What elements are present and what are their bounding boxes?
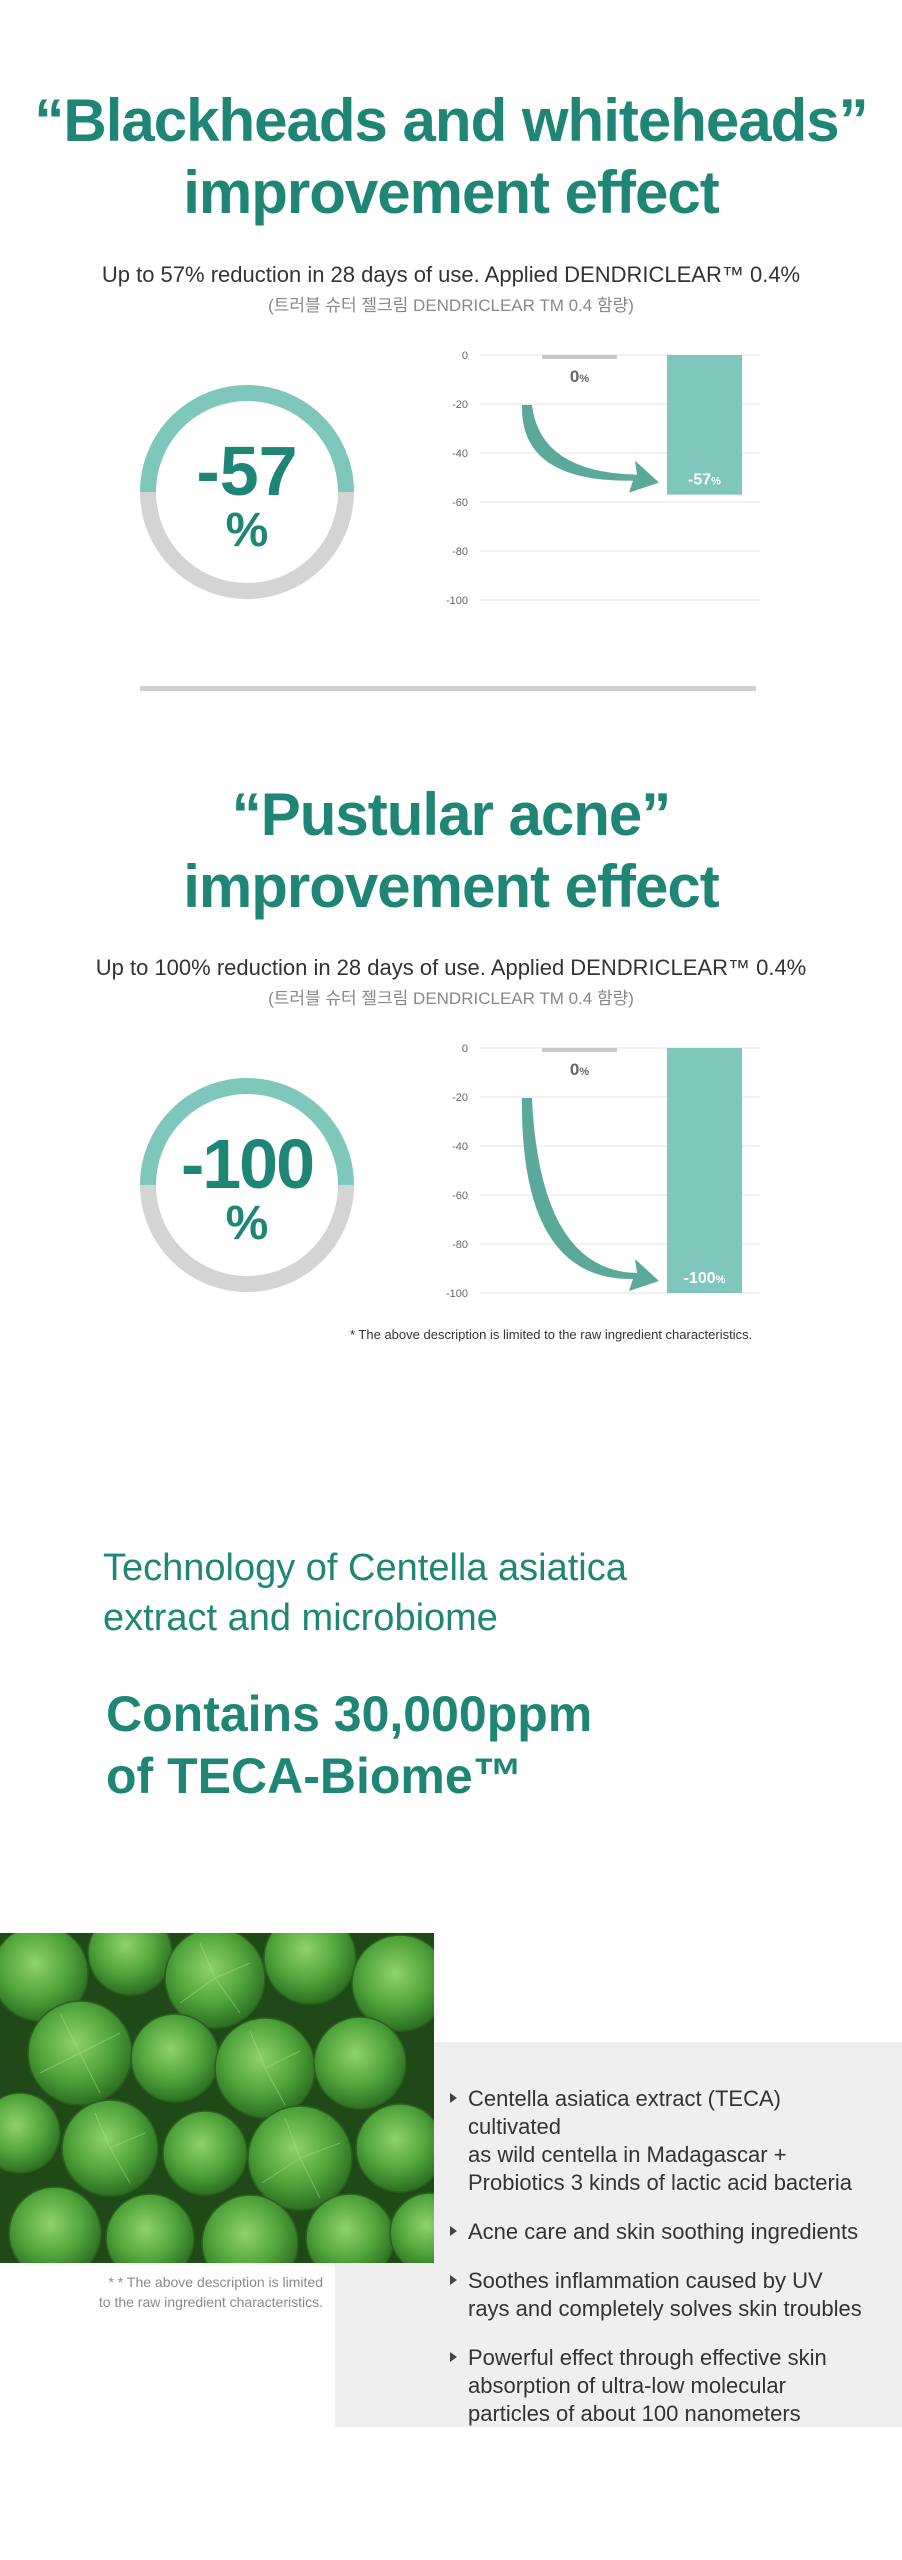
reduction-ring-1: -57 % [138,383,356,601]
y-tick-label: -60 [452,497,468,509]
ring-value-2: -100 [180,1125,315,1203]
section1-subtitle: Up to 57% reduction in 28 days of use. A… [101,262,801,287]
bar-value-label: -57% [688,472,721,489]
section2-heading-line1: “Pustular acne” [231,781,672,848]
feature-line: as wild centella in Madagascar + [468,2142,787,2167]
y-tick-label: -100 [446,1288,468,1300]
decrease-arrow-icon [521,405,659,493]
feature-item: Soothes inflammation caused by UV rays a… [450,2267,880,2323]
section1-heading-line2: improvement effect [183,159,719,226]
y-tick-label: -40 [452,1141,468,1153]
reduction-ring-2: -100 % [138,1076,356,1294]
ring-unit-2: % [225,1197,269,1250]
section-divider [140,686,756,691]
bar [667,1048,742,1293]
teca-biome-headline-line1: Contains 30,000ppm [106,1686,593,1742]
y-tick-label: -80 [452,546,468,558]
y-tick-label: -60 [452,1190,468,1202]
feature-line: Soothes inflammation caused by UV [468,2268,823,2293]
ring-value-1: -57 [196,432,298,510]
section2-heading-line2: improvement effect [183,853,719,920]
bar-value-label: 0% [570,1060,589,1079]
photo-footnote-line2: to the raw ingredient characteristics. [98,2294,323,2310]
decrease-arrow-icon [521,1098,659,1291]
y-tick-label: -20 [452,1092,468,1104]
y-tick-label: -20 [452,399,468,411]
technology-title-line2: extract and microbiome [103,1597,498,1639]
feature-line: Centella asiatica extract (TECA) cultiva… [468,2086,781,2139]
section1-heading-line1: “Blackheads and whiteheads” [34,87,868,154]
y-tick-label: -100 [446,595,468,607]
triangle-bullet-icon [450,2226,457,2236]
bar [542,1048,617,1052]
feature-line: absorption of ultra-low molecular [468,2373,786,2398]
centella-leaves-image [0,1933,434,2263]
feature-item: Acne care and skin soothing ingredients [450,2218,880,2246]
bar-chart-1: 0 -20 -40 -60 -80 -100 0% -57% [440,345,760,615]
raw-ingredient-footnote: * The above description is limited to th… [350,1327,753,1342]
y-tick-label: -40 [452,448,468,460]
feature-line: Probiotics 3 kinds of lactic acid bacter… [468,2170,852,2195]
triangle-bullet-icon [450,2093,457,2103]
feature-line: Powerful effect through effective skin [468,2345,827,2370]
ring-unit-1: % [225,504,269,557]
feature-line: particles of about 100 nanometers [468,2401,801,2426]
feature-item: Powerful effect through effective skin a… [450,2344,880,2428]
bar [542,355,617,359]
teca-biome-headline-line2: of TECA-Biome™ [106,1748,523,1804]
section2-subtitle-ko: (트러블 슈터 젤크림 DENDRICLEAR TM 0.4 함량) [268,989,634,1008]
technology-title-line1: Technology of Centella asiatica [103,1547,627,1589]
feature-line: rays and completely solves skin troubles [468,2296,862,2321]
section1-subtitle-ko: (트러블 슈터 젤크림 DENDRICLEAR TM 0.4 함량) [268,296,634,315]
feature-list-container: Centella asiatica extract (TECA) cultiva… [450,2085,880,2449]
feature-item: Centella asiatica extract (TECA) cultiva… [450,2085,880,2197]
bar-value-label: 0% [570,367,589,386]
triangle-bullet-icon [450,2275,457,2285]
y-tick-label: 0 [462,1043,468,1055]
feature-line: Acne care and skin soothing ingredients [468,2219,859,2244]
bar [667,355,742,495]
bar-value-label: -100% [684,1270,726,1287]
y-tick-label: -80 [452,1239,468,1251]
y-tick-label: 0 [462,350,468,362]
feature-list: Centella asiatica extract (TECA) cultiva… [450,2085,880,2428]
bar-chart-2: 0 -20 -40 -60 -80 -100 0% -100% [440,1038,760,1308]
section2-subtitle: Up to 100% reduction in 28 days of use. … [95,955,807,980]
photo-footnote: * * The above description is limited to … [0,2272,323,2312]
photo-footnote-line1: * * The above description is limited [108,2274,323,2290]
triangle-bullet-icon [450,2352,457,2362]
